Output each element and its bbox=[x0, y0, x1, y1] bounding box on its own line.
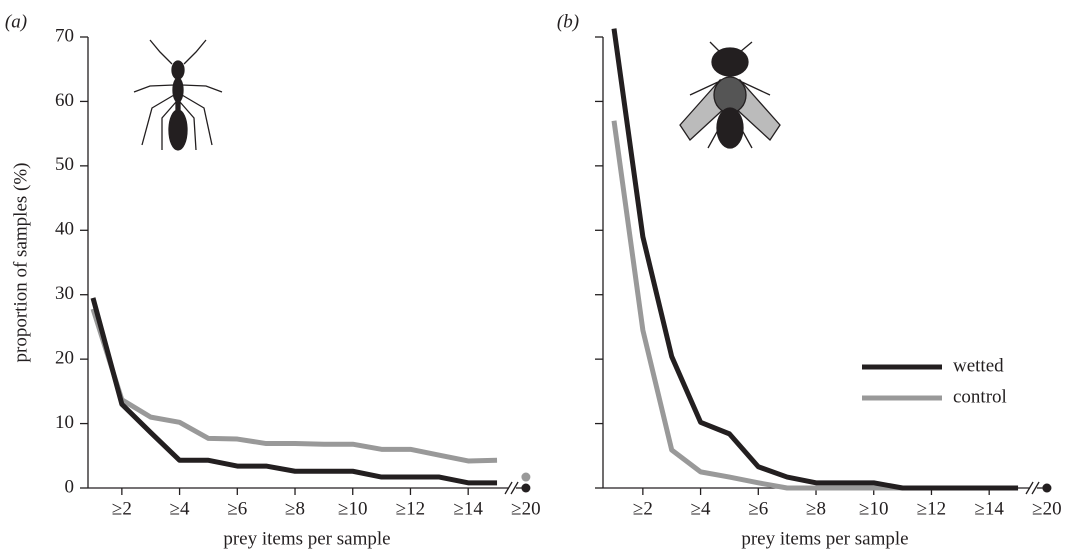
x-tick-label: ≥20 bbox=[1032, 498, 1061, 519]
x-tick-label: ≥6 bbox=[227, 498, 247, 519]
x-tick-label: ≥12 bbox=[917, 498, 946, 519]
x-tick-label: ≥4 bbox=[170, 498, 190, 519]
figure: (a) 0 10 20 30 40 50 60 70 ≥2 ≥4 ≥6 ≥8 ≥10 ≥12 ≥14 ≥20 pr… bbox=[0, 0, 1070, 552]
y-tick-label: 20 bbox=[55, 348, 74, 369]
y-tick-label: 10 bbox=[55, 412, 74, 433]
x-tick-label: ≥8 bbox=[285, 498, 305, 519]
y-tick-label: 30 bbox=[55, 283, 74, 304]
panel-label: (b) bbox=[557, 11, 579, 32]
x-tick-label: ≥6 bbox=[748, 498, 768, 519]
y-tick-label: 70 bbox=[55, 25, 74, 46]
x-tick-label: ≥10 bbox=[859, 498, 888, 519]
x-tick-label: ≥4 bbox=[691, 498, 711, 519]
x-tick-label: ≥14 bbox=[453, 498, 483, 519]
series-point bbox=[521, 484, 530, 493]
series-line bbox=[614, 29, 1018, 488]
panel-label: (a) bbox=[5, 11, 27, 32]
y-tick-label: 40 bbox=[55, 219, 74, 240]
x-tick-label: ≥2 bbox=[112, 498, 132, 519]
series-point bbox=[521, 473, 530, 482]
y-tick-label: 0 bbox=[65, 476, 75, 497]
x-tick-label: ≥8 bbox=[806, 498, 826, 519]
series-line bbox=[614, 121, 1018, 488]
y-axis-label: proportion of samples (%) bbox=[10, 163, 31, 363]
x-axis-label: prey items per sample bbox=[741, 528, 908, 549]
legend-label: control bbox=[953, 386, 1007, 407]
fly-icon bbox=[680, 42, 780, 148]
x-tick-label: ≥12 bbox=[396, 498, 425, 519]
y-tick-label: 60 bbox=[55, 90, 74, 111]
x-tick-label: ≥20 bbox=[511, 498, 540, 519]
ant-icon bbox=[134, 40, 222, 150]
y-tick-label: 50 bbox=[55, 154, 74, 175]
x-tick-label: ≥2 bbox=[633, 498, 653, 519]
x-tick-label: ≥10 bbox=[338, 498, 367, 519]
x-axis-label: prey items per sample bbox=[223, 528, 390, 549]
legend-label: wetted bbox=[953, 355, 1004, 376]
x-tick-label: ≥14 bbox=[974, 498, 1004, 519]
series-point bbox=[1042, 484, 1051, 493]
